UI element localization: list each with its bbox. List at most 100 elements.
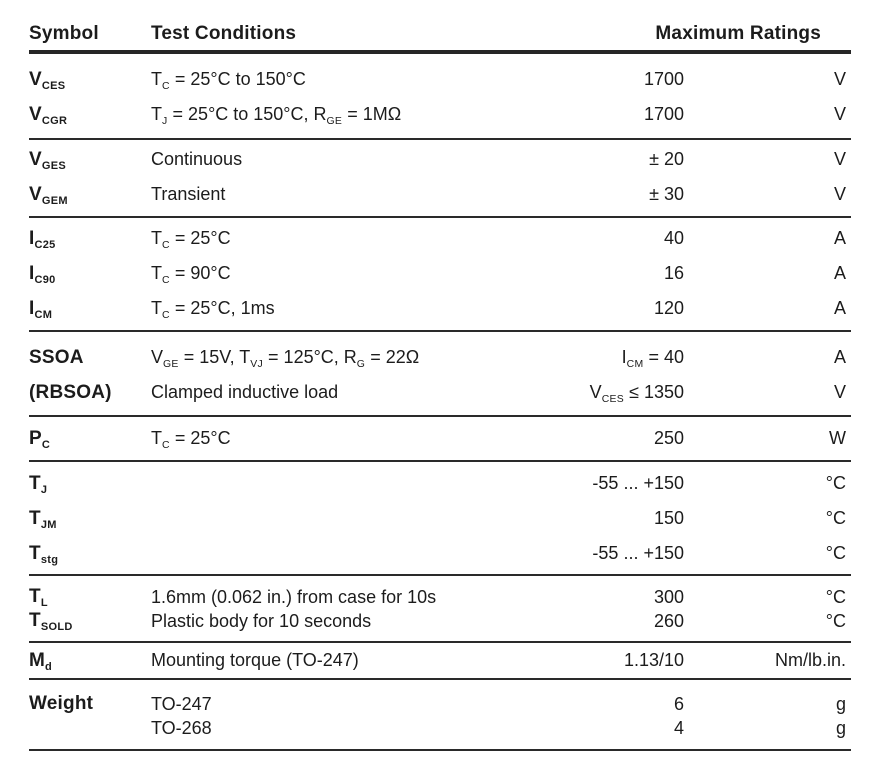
symbol-cell: TJ	[29, 472, 48, 496]
unit-cell: °C	[825, 543, 846, 563]
unit-cell: A	[833, 347, 846, 367]
symbol-cell: TL	[29, 586, 48, 610]
rating-value-cell: 260	[653, 610, 684, 631]
group-weight: Weight TO-247 6 g TO-268 4 g	[29, 680, 851, 751]
symbol-cell: Weight	[29, 693, 94, 714]
rating-value-cell: VCES ≤ 1350	[589, 382, 684, 405]
table-row: IC90 TC = 90°C 16 A	[29, 256, 851, 291]
symbol-cell: TJM	[29, 507, 57, 531]
symbol-cell: ICM	[29, 297, 53, 321]
rating-value-cell: 6	[673, 693, 684, 714]
test-conditions-cell: Clamped inductive load	[151, 382, 339, 402]
rating-value-cell: 16	[663, 263, 684, 283]
group-lead-solder-temperature: TL 1.6mm (0.062 in.) from case for 10s 3…	[29, 576, 851, 643]
table-row: TJ -55 ... +150 °C	[29, 466, 851, 501]
symbol-cell: IC25	[29, 227, 56, 251]
test-conditions-cell: TC = 25°C	[151, 428, 231, 451]
rating-value-cell: ICM = 40	[621, 347, 684, 370]
unit-cell: V	[833, 69, 846, 89]
group-collector-voltage: VCES TC = 25°C to 150°C 1700 V VCGR TJ =…	[29, 54, 851, 140]
symbol-cell: (RBSOA)	[29, 381, 112, 403]
table-row: PC TC = 25°C 250 W	[29, 421, 851, 456]
rating-value-cell: ± 30	[649, 184, 684, 204]
unit-cell: V	[833, 104, 846, 124]
table-row: Tstg -55 ... +150 °C	[29, 536, 851, 571]
test-conditions-cell: Transient	[151, 184, 226, 204]
test-conditions-cell: 1.6mm (0.062 in.) from case for 10s	[151, 586, 437, 607]
test-conditions-cell: TC = 25°C	[151, 228, 231, 251]
table-row: VGEM Transient ± 30 V	[29, 177, 851, 212]
rating-value-cell: ± 20	[649, 149, 684, 169]
column-header-symbol: Symbol	[29, 23, 99, 44]
test-conditions-cell: TJ = 25°C to 150°C, RGE = 1MΩ	[151, 104, 402, 127]
rating-value-cell: -55 ... +150	[592, 473, 684, 493]
rating-value-cell: 300	[653, 586, 684, 607]
unit-cell: A	[833, 298, 846, 318]
unit-cell: °C	[825, 508, 846, 528]
group-ssoa: SSOA VGE = 15V, TVJ = 125°C, RG = 22Ω IC…	[29, 332, 851, 417]
test-conditions-cell: TC = 25°C to 150°C	[151, 69, 306, 92]
rating-value-cell: 1700	[643, 104, 684, 124]
group-collector-current: IC25 TC = 25°C 40 A IC90 TC = 90°C 16 A …	[29, 218, 851, 332]
unit-cell: Nm/lb.in.	[774, 650, 846, 670]
symbol-cell: VGEM	[29, 183, 68, 207]
table-row: TJM 150 °C	[29, 501, 851, 536]
rating-value-cell: 1700	[643, 69, 684, 89]
rating-value-cell: 1.13/10	[623, 650, 684, 670]
group-temperature: TJ -55 ... +150 °C TJM 150 °C Tstg -55 .…	[29, 462, 851, 576]
unit-cell: °C	[825, 610, 846, 631]
test-conditions-cell: Continuous	[151, 149, 243, 169]
rating-value-cell: 150	[653, 508, 684, 528]
group-gate-voltage: VGES Continuous ± 20 V VGEM Transient ± …	[29, 140, 851, 218]
unit-cell: °C	[825, 473, 846, 493]
group-mounting-torque: Md Mounting torque (TO-247) 1.13/10 Nm/l…	[29, 643, 851, 680]
unit-cell: V	[833, 149, 846, 169]
group-power-dissipation: PC TC = 25°C 250 W	[29, 417, 851, 462]
test-conditions-cell: TC = 25°C, 1ms	[151, 298, 275, 321]
test-conditions-cell: TC = 90°C	[151, 263, 231, 286]
rating-value-cell: -55 ... +150	[592, 543, 684, 563]
column-header-test-conditions: Test Conditions	[151, 23, 297, 44]
column-header-maximum-ratings: Maximum Ratings	[655, 23, 821, 44]
table-row: TO-268 4 g	[29, 716, 851, 740]
test-conditions-cell: Mounting torque (TO-247)	[151, 650, 359, 670]
table-row: VGES Continuous ± 20 V	[29, 142, 851, 177]
table-header-row: Symbol Test Conditions Maximum Ratings	[29, 0, 851, 54]
symbol-cell: Md	[29, 649, 53, 673]
table-row: SSOA VGE = 15V, TVJ = 125°C, RG = 22Ω IC…	[29, 340, 851, 375]
table-row: Md Mounting torque (TO-247) 1.13/10 Nm/l…	[29, 643, 851, 678]
unit-cell: g	[835, 693, 846, 714]
test-conditions-cell: Plastic body for 10 seconds	[151, 610, 372, 631]
table-row: VCES TC = 25°C to 150°C 1700 V	[29, 62, 851, 97]
unit-cell: W	[829, 428, 846, 448]
symbol-cell: Tstg	[29, 542, 59, 566]
test-conditions-cell: TO-268	[151, 717, 212, 738]
table-row: IC25 TC = 25°C 40 A	[29, 221, 851, 256]
symbol-cell: VCES	[29, 68, 66, 92]
symbol-cell: SSOA	[29, 346, 84, 368]
symbol-cell: PC	[29, 427, 51, 451]
table-row: VCGR TJ = 25°C to 150°C, RGE = 1MΩ 1700 …	[29, 97, 851, 132]
unit-cell: A	[833, 263, 846, 283]
rating-value-cell: 4	[673, 717, 684, 738]
table-row: Weight TO-247 6 g	[29, 692, 851, 716]
unit-cell: V	[833, 382, 846, 402]
table-row: ICM TC = 25°C, 1ms 120 A	[29, 291, 851, 326]
table-row: TSOLD Plastic body for 10 seconds 260 °C	[29, 609, 851, 633]
unit-cell: V	[833, 184, 846, 204]
symbol-cell: IC90	[29, 262, 56, 286]
rating-value-cell: 250	[653, 428, 684, 448]
symbol-cell: TSOLD	[29, 610, 73, 634]
unit-cell: A	[833, 228, 846, 248]
maximum-ratings-table: Symbol Test Conditions Maximum Ratings V…	[29, 0, 851, 751]
rating-value-cell: 40	[663, 228, 684, 248]
test-conditions-cell: TO-247	[151, 693, 212, 714]
rating-value-cell: 120	[653, 298, 684, 318]
symbol-cell: VCGR	[29, 103, 68, 127]
test-conditions-cell: VGE = 15V, TVJ = 125°C, RG = 22Ω	[151, 347, 420, 370]
symbol-cell: VGES	[29, 148, 67, 172]
unit-cell: g	[835, 717, 846, 738]
table-row: TL 1.6mm (0.062 in.) from case for 10s 3…	[29, 585, 851, 609]
table-row: (RBSOA) Clamped inductive load VCES ≤ 13…	[29, 375, 851, 410]
